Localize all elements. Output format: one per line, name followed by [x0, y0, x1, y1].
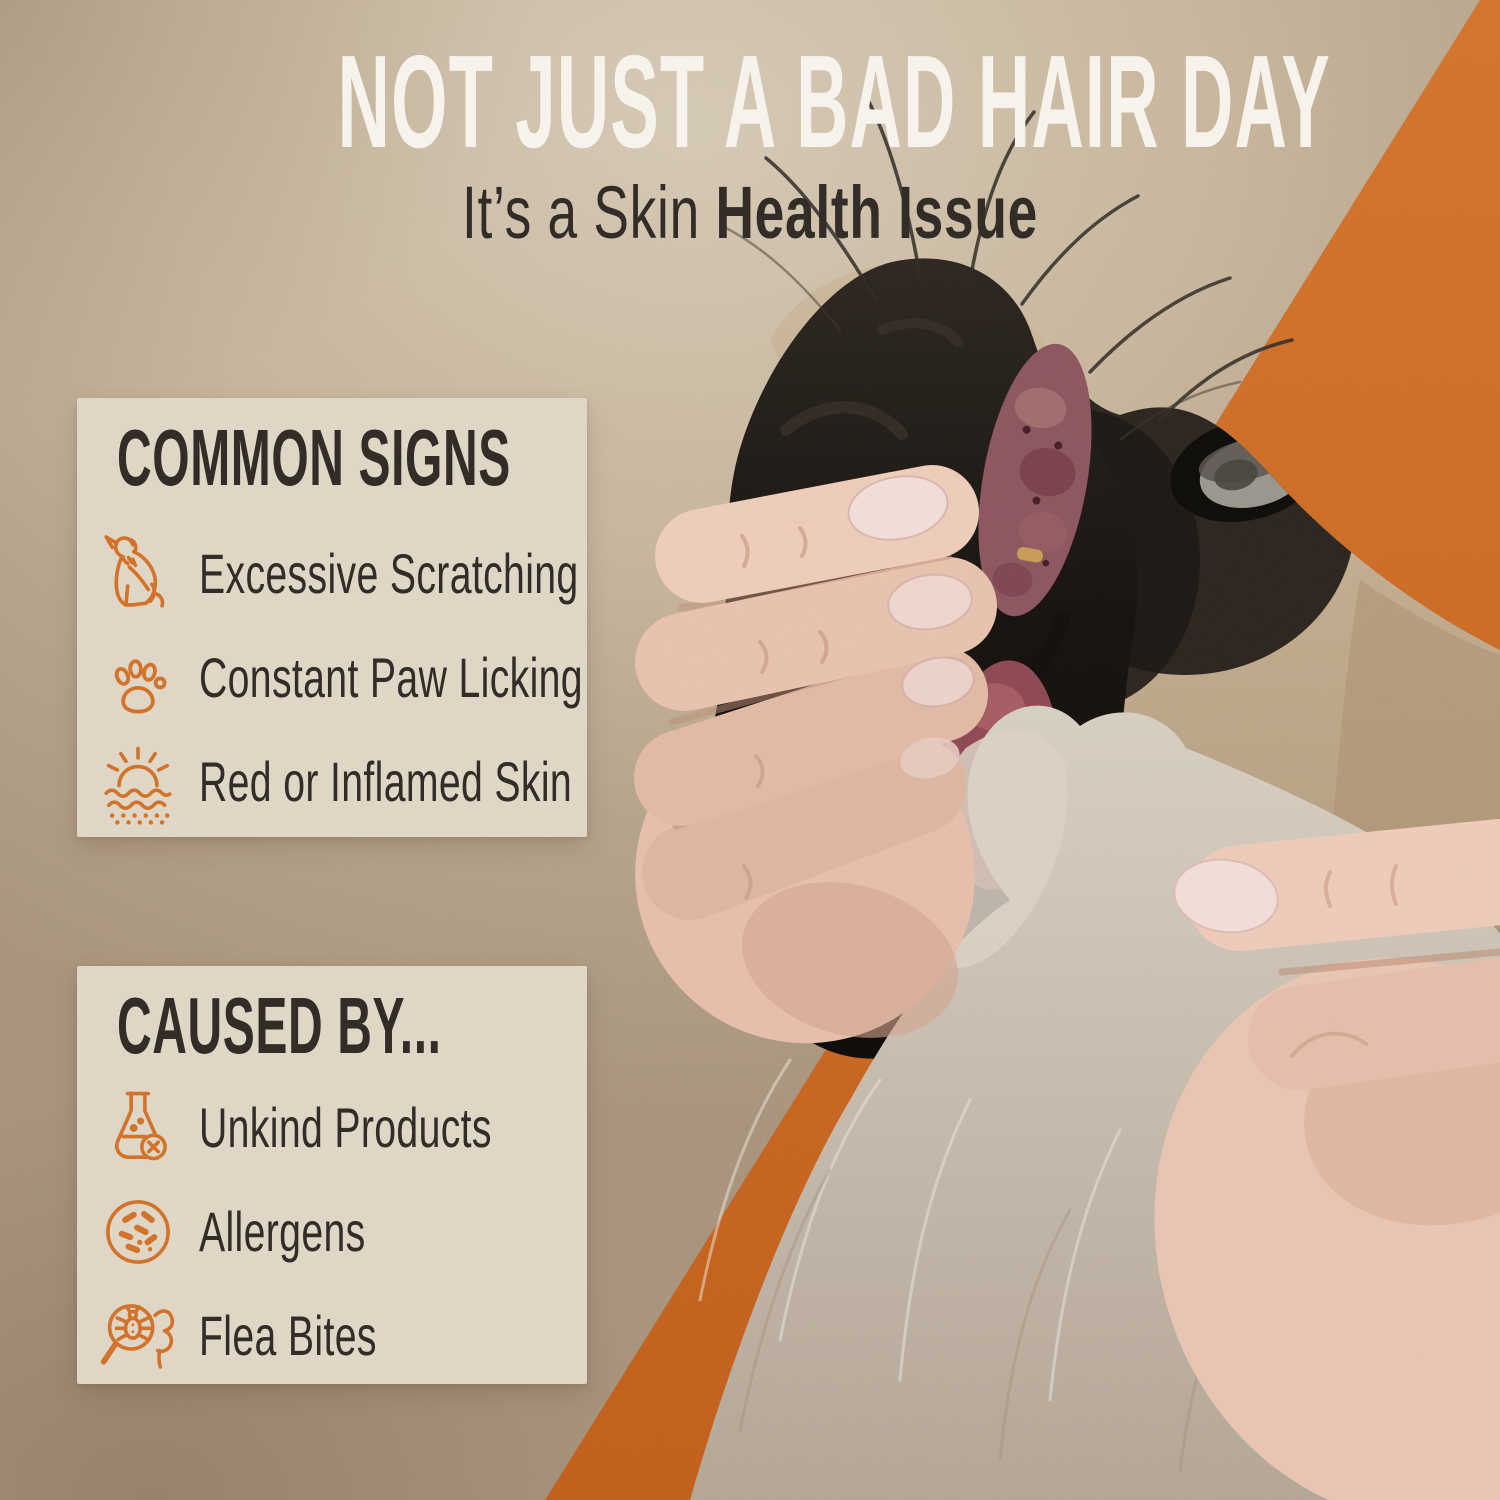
sign-label: Constant Paw Licking	[199, 646, 583, 709]
allergens-microbes-icon	[106, 1200, 170, 1264]
unkind-products-flask-icon	[115, 1091, 167, 1161]
common-signs-card: COMMON SIGNS	[77, 398, 587, 837]
sign-label: Excessive Scratching	[199, 542, 579, 605]
cause-label: Unkind Products	[199, 1096, 492, 1159]
cause-label: Allergens	[199, 1200, 366, 1263]
caused-by-heading: CAUSED BY...	[117, 981, 442, 1070]
paw-print-icon	[114, 659, 167, 714]
inflamed-skin-icon	[104, 746, 172, 825]
flea-magnifier-icon	[100, 1304, 175, 1369]
caused-by-card: CAUSED BY... Unkind Products	[77, 966, 587, 1384]
sign-row-inflamed-skin: Red or Inflamed Skin	[95, 730, 572, 834]
sign-row-paw-licking: Constant Paw Licking	[95, 626, 583, 730]
sign-label: Red or Inflamed Skin	[199, 750, 573, 813]
cause-label: Flea Bites	[199, 1304, 377, 1367]
subtitle-bold: Health Issue	[715, 171, 1038, 254]
cause-row-fleas: Flea Bites	[95, 1284, 567, 1388]
dog-scratching-icon	[104, 535, 165, 608]
common-signs-heading: COMMON SIGNS	[117, 413, 511, 502]
sign-row-scratching: Excessive Scratching	[95, 522, 578, 626]
page-title: NOT JUST A BAD HAIR DAY	[337, 28, 1331, 175]
subtitle-regular: It’s a Skin	[462, 171, 716, 254]
cause-row-products: Unkind Products	[95, 1076, 567, 1180]
page-subtitle: It’s a Skin Health Issue	[210, 172, 1290, 253]
cause-row-allergens: Allergens	[95, 1180, 567, 1284]
